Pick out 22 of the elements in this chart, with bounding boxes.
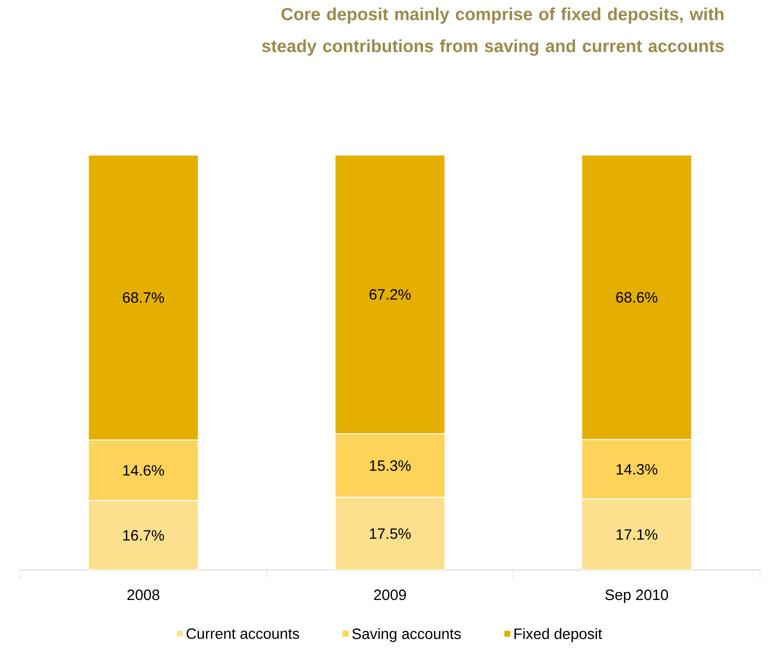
data-label: 14.6% xyxy=(123,465,164,476)
data-label: 14.3% xyxy=(616,464,658,475)
chart-title: Core deposit mainly comprise of fixed deposits, with steady contributions from saving and current accounts xyxy=(262,8,724,56)
bar xyxy=(581,498,692,570)
legend-label: Fixed deposit xyxy=(514,628,602,642)
bar xyxy=(581,154,692,440)
bar xyxy=(88,500,199,570)
legend-label: Current accounts xyxy=(186,628,300,639)
data-label: 17.5% xyxy=(370,528,411,539)
data-label: 16.7% xyxy=(123,530,164,541)
x-tick-label: 2008 xyxy=(127,590,160,600)
bar xyxy=(88,154,199,441)
x-tick-label: Sep 2010 xyxy=(605,590,668,604)
data-label: 67.2% xyxy=(370,289,411,300)
data-label: 68.7% xyxy=(122,292,164,303)
legend-label: Saving accounts xyxy=(352,628,461,642)
bar xyxy=(334,154,446,434)
data-label: 17.1% xyxy=(616,529,658,540)
data-label: 15.3% xyxy=(370,460,411,471)
x-tick-label: 2009 xyxy=(374,590,406,600)
bar xyxy=(334,496,446,570)
data-label: 68.6% xyxy=(616,292,658,303)
